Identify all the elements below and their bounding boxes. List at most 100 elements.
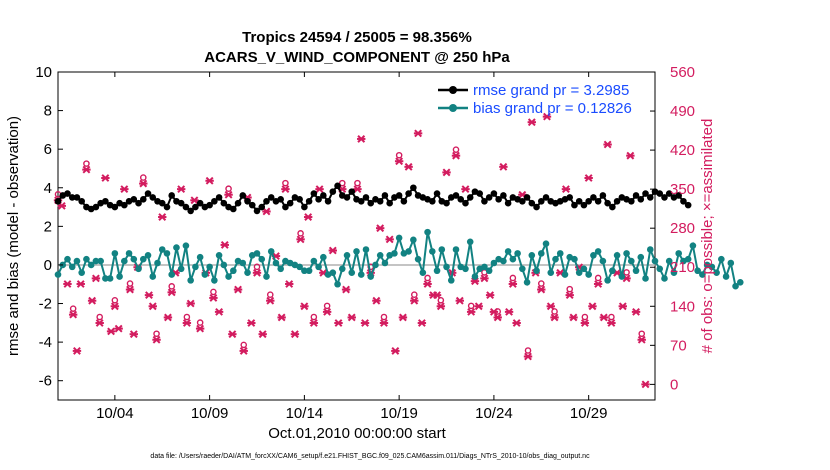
obs-assimilated-marker: [565, 291, 574, 300]
obs-assimilated-marker: [385, 235, 394, 244]
bias-point: [182, 242, 190, 249]
rmse-point: [490, 190, 498, 197]
legend: rmse grand pr = 3.2985 bias grand pr = 0…: [438, 82, 632, 117]
rmse-point: [277, 196, 284, 203]
y-left-tick-label: -2: [39, 296, 52, 313]
rmse-point: [357, 197, 365, 205]
rmse-point: [590, 194, 597, 201]
obs-assimilated-marker: [353, 185, 362, 194]
y-left-tick-label: 0: [44, 257, 52, 274]
rmse-point: [481, 197, 488, 205]
bias-point: [490, 259, 498, 267]
bias-point: [144, 251, 152, 259]
obs-possible-marker: [153, 330, 160, 338]
bias-point: [594, 248, 602, 255]
obs-assimilated-marker: [224, 190, 233, 199]
y-axis-left-label: rmse and bias (model - observation): [5, 116, 22, 356]
bias-point: [485, 267, 493, 275]
obs-assimilated-marker: [394, 157, 404, 166]
y-left-tick-label: 8: [44, 103, 52, 120]
rmse-point: [267, 194, 275, 201]
bias-point: [267, 248, 275, 255]
bias-point: [87, 261, 95, 269]
bias-point: [694, 267, 701, 275]
rmse-point: [571, 201, 578, 209]
obs-assimilated-marker: [423, 280, 432, 288]
bias-point: [556, 250, 564, 257]
obs-assimilated-marker: [209, 294, 218, 302]
rmse-point: [452, 192, 460, 199]
rmse-point: [362, 194, 370, 201]
chart-title-line2: ACARS_V_WIND_COMPONENT @ 250 hPa: [204, 49, 510, 66]
bias-point: [575, 269, 583, 276]
rmse-point: [78, 197, 85, 205]
obs-assimilated-marker: [110, 302, 120, 311]
rmse-point: [182, 203, 190, 211]
bias-point: [225, 273, 232, 280]
obs-possible-marker: [111, 296, 119, 304]
obs-assimilated-marker: [163, 313, 173, 322]
y-right-tick-label: 420: [670, 142, 695, 159]
bias-point: [357, 271, 365, 278]
obs-possible-marker: [96, 313, 103, 321]
obs-possible-marker: [467, 302, 475, 310]
obs-assimilated-marker: [417, 319, 427, 327]
rmse-point: [149, 194, 157, 201]
obs-assimilated-marker: [95, 319, 104, 327]
bias-point: [632, 267, 640, 275]
bias-point: [552, 255, 559, 263]
obs-assimilated-marker: [391, 347, 400, 355]
rmse-point: [64, 190, 71, 197]
obs-assimilated-marker: [375, 224, 385, 233]
y-left-tick-label: 10: [35, 64, 52, 81]
rmse-point: [206, 201, 213, 209]
y-right-tick-label: 280: [670, 220, 695, 237]
rmse-point: [315, 196, 322, 203]
bias-point: [722, 273, 730, 280]
obs-possible-marker: [424, 274, 431, 282]
bias-point: [433, 267, 441, 275]
obs-assimilated-marker: [129, 330, 139, 339]
rmse-point: [263, 197, 270, 205]
y-left-tick-label: 2: [44, 218, 52, 235]
bias-point: [585, 271, 592, 278]
bias-point: [305, 267, 313, 275]
bias-point: [102, 275, 109, 282]
y-right-tick-label: 560: [670, 64, 695, 81]
bias-point: [125, 250, 133, 257]
rmse-point: [121, 201, 128, 209]
y-left-tick-label: 6: [44, 141, 52, 158]
obs-assimilated-marker: [186, 299, 195, 308]
rmse-point: [111, 203, 119, 211]
rmse-point: [234, 199, 242, 207]
obs-assimilated-marker: [277, 313, 286, 322]
obs-assimilated-marker: [182, 319, 192, 327]
obs-assimilated-marker: [205, 176, 214, 185]
rmse-point: [168, 192, 176, 199]
obs-assimilated-marker: [508, 280, 518, 288]
rmse-point: [580, 201, 588, 209]
rmse-point: [244, 197, 251, 205]
bias-point: [192, 263, 199, 271]
bias-point: [684, 255, 692, 263]
y-right-tick-label: 490: [670, 103, 695, 120]
obs-possible-marker: [551, 308, 558, 315]
bias-point: [201, 271, 209, 278]
obs-assimilated-marker: [296, 235, 305, 244]
obs-possible-marker: [437, 296, 445, 304]
obs-assimilated-marker: [220, 241, 229, 249]
rmse-point: [158, 199, 166, 207]
bias-point: [244, 269, 251, 276]
obs-assimilated-marker: [322, 307, 332, 316]
bias-point: [334, 280, 341, 288]
bias-point: [424, 228, 431, 236]
bias-point: [533, 267, 540, 275]
bias-point: [429, 248, 436, 255]
x-axis-label: Oct.01,2010 00:00:00 start: [268, 425, 446, 442]
bias-point: [187, 277, 194, 284]
obs-assimilated-marker: [499, 162, 508, 171]
bias-point: [504, 248, 512, 255]
bias-point: [471, 273, 479, 280]
bias-point: [410, 236, 417, 244]
bias-point: [73, 257, 81, 265]
